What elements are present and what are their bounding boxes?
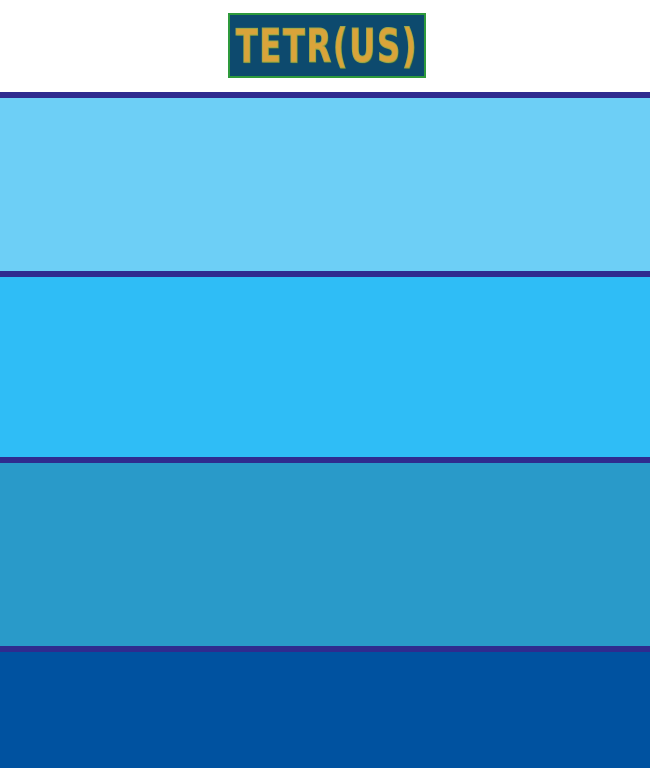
- menu-band-1[interactable]: [0, 92, 650, 271]
- header: TETR(US): [0, 0, 650, 92]
- game-logo: TETR(US): [228, 13, 426, 78]
- menu-band-3[interactable]: [0, 457, 650, 646]
- menu-band-2[interactable]: [0, 271, 650, 457]
- menu-band-4[interactable]: [0, 646, 650, 768]
- logo-text: TETR(US): [235, 18, 419, 73]
